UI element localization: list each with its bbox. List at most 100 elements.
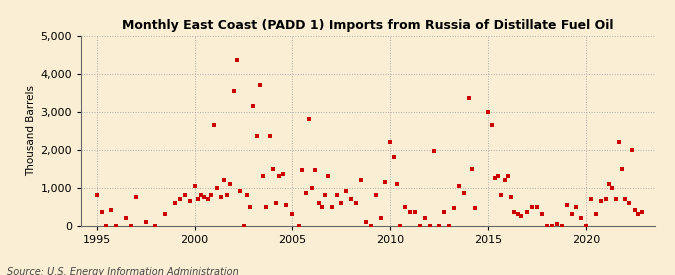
- Point: [228, 89, 239, 93]
- Point: [346, 197, 356, 201]
- Point: [297, 168, 308, 173]
- Point: [96, 210, 107, 214]
- Point: [385, 140, 396, 144]
- Point: [271, 200, 281, 205]
- Point: [160, 212, 171, 216]
- Point: [169, 200, 180, 205]
- Point: [434, 223, 445, 228]
- Point: [209, 123, 219, 127]
- Point: [623, 200, 634, 205]
- Point: [561, 202, 572, 207]
- Point: [196, 193, 207, 197]
- Point: [303, 117, 314, 122]
- Point: [537, 212, 547, 216]
- Title: Monthly East Coast (PADD 1) Imports from Russia of Distillate Fuel Oil: Monthly East Coast (PADD 1) Imports from…: [122, 19, 614, 32]
- Point: [215, 195, 226, 199]
- Point: [600, 197, 611, 201]
- Point: [630, 208, 641, 213]
- Point: [150, 223, 161, 228]
- Point: [493, 174, 504, 178]
- Point: [371, 193, 381, 197]
- Point: [620, 197, 630, 201]
- Point: [502, 174, 513, 178]
- Point: [380, 180, 391, 184]
- Point: [392, 182, 402, 186]
- Point: [566, 212, 577, 216]
- Point: [242, 193, 252, 197]
- Point: [365, 223, 376, 228]
- Point: [261, 204, 272, 209]
- Point: [527, 204, 538, 209]
- Point: [607, 185, 618, 190]
- Point: [264, 134, 275, 139]
- Point: [617, 166, 628, 171]
- Point: [439, 210, 450, 214]
- Point: [244, 204, 255, 209]
- Point: [267, 166, 278, 171]
- Point: [395, 223, 406, 228]
- Point: [458, 191, 469, 196]
- Point: [317, 204, 327, 209]
- Point: [126, 223, 136, 228]
- Point: [580, 223, 591, 228]
- Point: [300, 191, 311, 196]
- Point: [277, 172, 288, 177]
- Point: [449, 206, 460, 211]
- Point: [512, 212, 523, 216]
- Point: [400, 204, 410, 209]
- Point: [251, 134, 262, 139]
- Point: [121, 216, 132, 220]
- Point: [356, 178, 367, 182]
- Point: [189, 183, 200, 188]
- Point: [541, 223, 552, 228]
- Point: [388, 155, 399, 160]
- Point: [199, 195, 210, 199]
- Point: [248, 104, 259, 108]
- Point: [443, 223, 454, 228]
- Point: [101, 223, 112, 228]
- Point: [499, 178, 510, 182]
- Point: [419, 216, 430, 220]
- Point: [130, 195, 141, 199]
- Point: [556, 223, 567, 228]
- Text: Source: U.S. Energy Information Administration: Source: U.S. Energy Information Administ…: [7, 267, 238, 275]
- Point: [506, 195, 516, 199]
- Point: [414, 223, 425, 228]
- Point: [424, 223, 435, 228]
- Point: [595, 199, 606, 203]
- Point: [522, 210, 533, 214]
- Point: [254, 83, 265, 87]
- Point: [351, 200, 362, 205]
- Point: [454, 183, 464, 188]
- Point: [509, 210, 520, 214]
- Point: [287, 212, 298, 216]
- Point: [626, 147, 637, 152]
- Point: [410, 210, 421, 214]
- Point: [180, 193, 190, 197]
- Point: [633, 212, 644, 216]
- Point: [516, 214, 526, 218]
- Point: [360, 219, 371, 224]
- Point: [140, 219, 151, 224]
- Point: [320, 193, 331, 197]
- Point: [235, 189, 246, 194]
- Point: [258, 174, 269, 178]
- Point: [192, 197, 203, 201]
- Point: [483, 109, 493, 114]
- Point: [429, 149, 440, 154]
- Point: [614, 140, 624, 144]
- Point: [106, 208, 117, 213]
- Point: [336, 200, 347, 205]
- Point: [331, 193, 342, 197]
- Point: [466, 166, 477, 171]
- Y-axis label: Thousand Barrels: Thousand Barrels: [26, 85, 36, 176]
- Point: [532, 204, 543, 209]
- Point: [238, 223, 249, 228]
- Point: [111, 223, 122, 228]
- Point: [175, 197, 186, 201]
- Point: [294, 223, 304, 228]
- Point: [603, 182, 614, 186]
- Point: [586, 197, 597, 201]
- Point: [375, 216, 386, 220]
- Point: [571, 204, 582, 209]
